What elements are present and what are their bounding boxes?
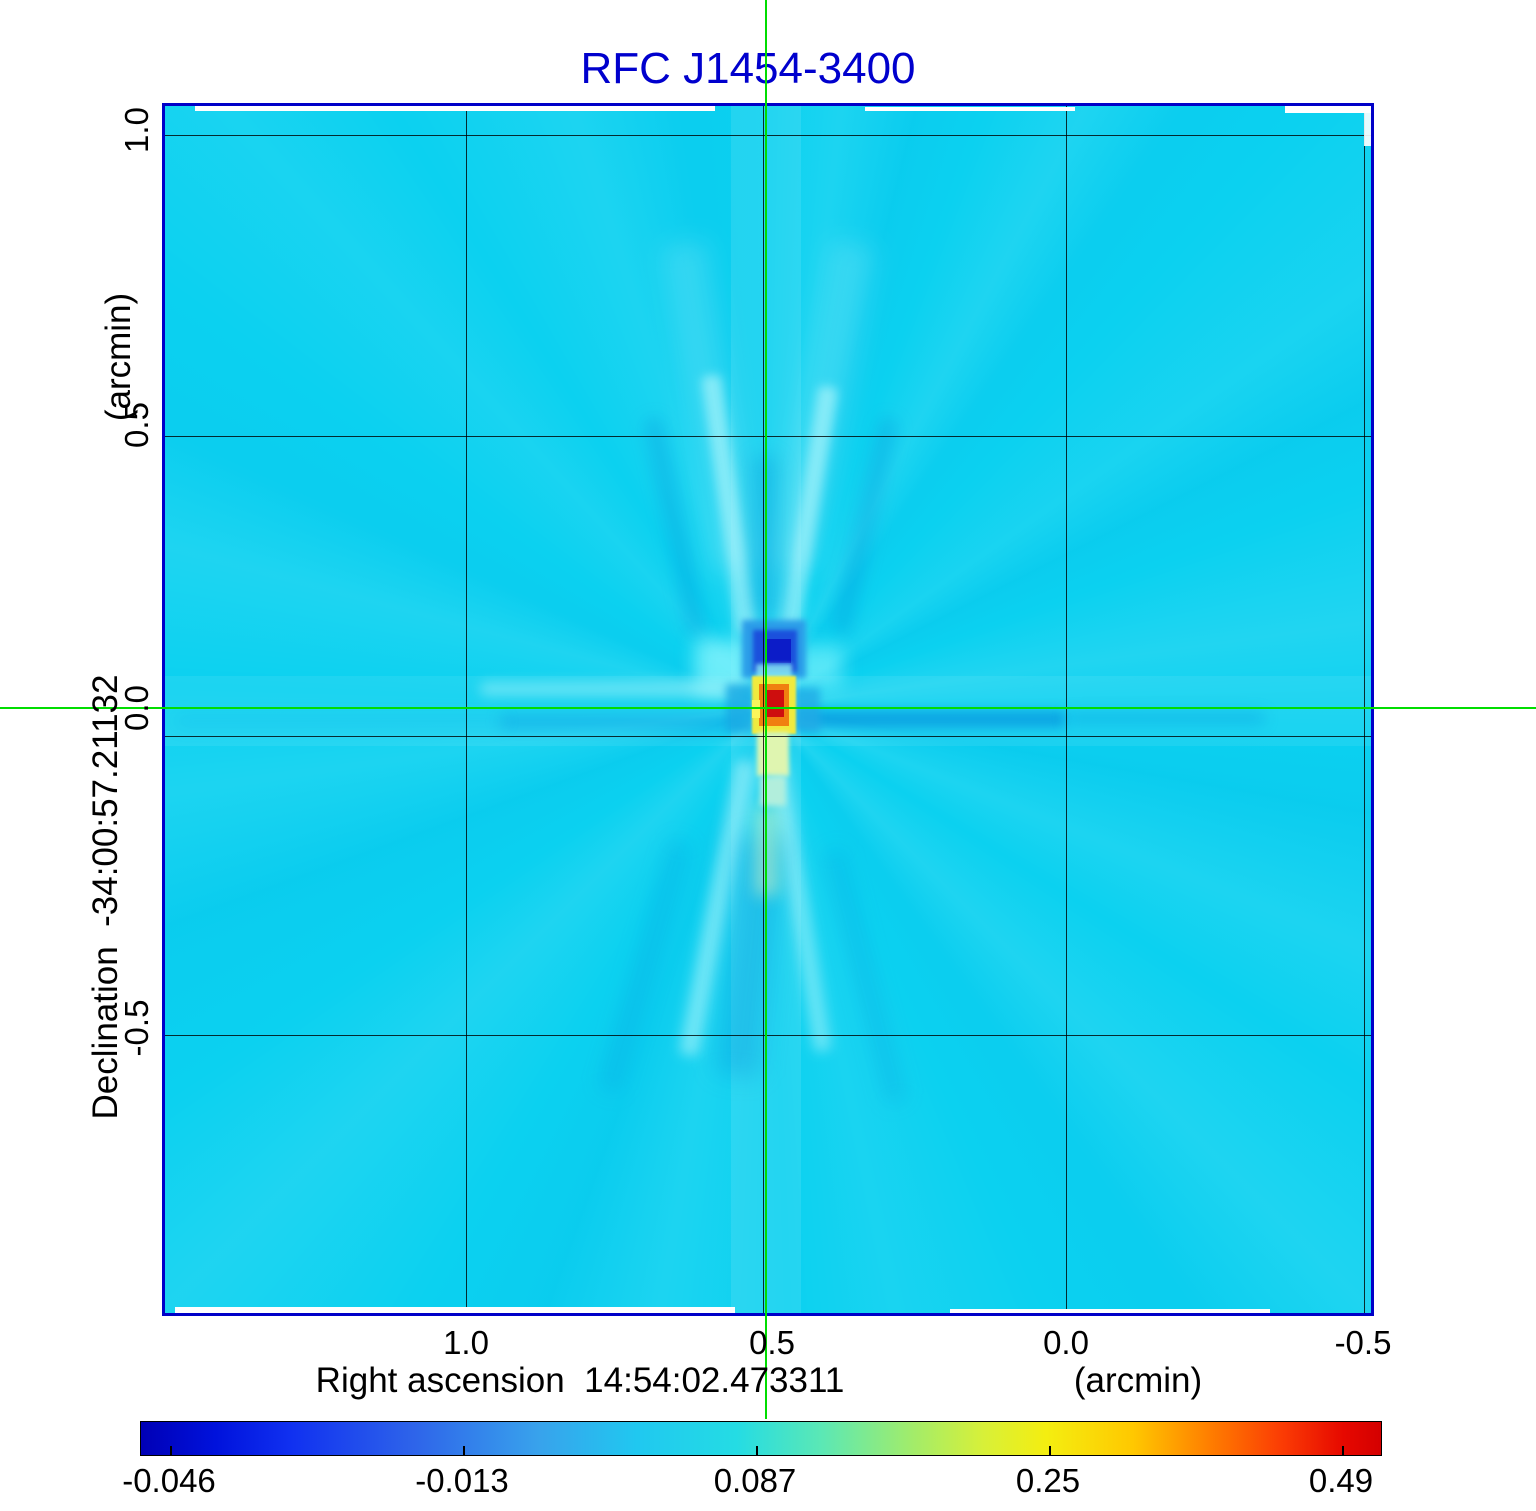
x-tick-0.0: 0.0 [1043, 1324, 1089, 1361]
edge-sliver-bottom-left [175, 1307, 735, 1313]
page-title: RFC J1454-3400 [580, 44, 916, 93]
peak-red-core [766, 690, 784, 717]
crosshair-vertical-line [765, 0, 767, 1419]
pale-column-upper [757, 732, 789, 776]
peak-bright-sliver [752, 700, 760, 718]
gridline-x-1.0 [466, 106, 467, 1313]
gridline-y--0.5 [165, 1035, 1371, 1036]
colorbar-label-5: 0.49 [1308, 1462, 1374, 1499]
pale-yellow-fade [755, 806, 779, 896]
edge-sliver-bottom-right [950, 1309, 1270, 1313]
colorbar [140, 1421, 1382, 1456]
gridline-y-1.0 [165, 135, 1371, 136]
colorbar-label-2: -0.013 [415, 1462, 509, 1499]
colorbar-tick-4 [1049, 1446, 1051, 1455]
west-light-band [480, 682, 740, 696]
y-tick-1.0: 1.0 [118, 107, 155, 153]
colorbar-tick-1 [170, 1446, 172, 1455]
east-blue-streak [795, 710, 1065, 728]
sky-map [162, 103, 1374, 1316]
pale-column-lower [760, 776, 786, 806]
gridline-x--0.5 [1364, 106, 1365, 1313]
gridline-x-0.0 [1066, 106, 1067, 1313]
gridline-y-0.0 [165, 736, 1371, 737]
edge-sliver-top-mid [865, 107, 1075, 111]
x-axis-label: Right ascension 14:54:02.473311 [315, 1361, 845, 1400]
colorbar-tick-3 [756, 1446, 758, 1455]
colorbar-tick-5 [1342, 1446, 1344, 1455]
sidelobe-core [766, 639, 791, 663]
x-tick--0.5: -0.5 [1334, 1324, 1392, 1361]
colorbar-label-4: 0.25 [1015, 1462, 1081, 1499]
colorbar-label-1: -0.046 [122, 1462, 216, 1499]
colorbar-tick-2 [463, 1446, 465, 1455]
gridline-y-0.5 [165, 436, 1371, 437]
x-tick-1.0: 1.0 [443, 1324, 489, 1361]
y-axis-unit-label: (arcmin) [99, 292, 138, 422]
y-axis-label: Declination -34:00:57.21132 [86, 674, 125, 1120]
east-blue-streak-faint [1065, 712, 1265, 724]
x-axis-unit-label: (arcmin) [1073, 1361, 1203, 1400]
colorbar-label-3: 0.087 [713, 1462, 797, 1499]
crosshair-horizontal-line [0, 707, 1536, 709]
edge-sliver-right [1364, 106, 1371, 146]
edge-sliver-top-left [195, 106, 715, 111]
x-tick-0.5: 0.5 [749, 1324, 795, 1361]
gridline-x-0.5 [763, 106, 764, 1313]
edge-sliver-top-right [1285, 106, 1371, 113]
peak-flank-east [794, 688, 820, 732]
west-blue-streak-faint [175, 716, 505, 726]
west-blue-streak [500, 714, 745, 730]
